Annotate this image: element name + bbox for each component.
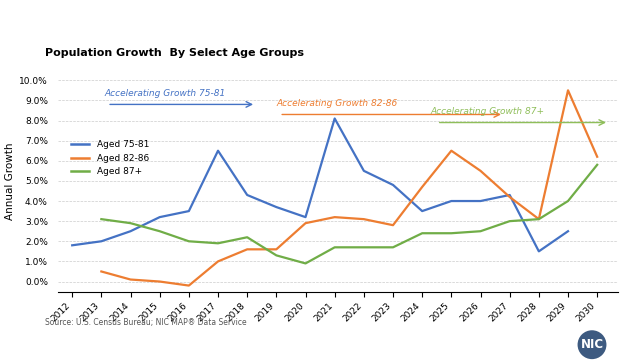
- Legend: Aged 75-81, Aged 82-86, Aged 87+: Aged 75-81, Aged 82-86, Aged 87+: [68, 137, 152, 180]
- Y-axis label: Annual Growth: Annual Growth: [5, 142, 15, 220]
- Text: Source: U.S. Census Bureau; NIC MAP® Data Service: Source: U.S. Census Bureau; NIC MAP® Dat…: [45, 318, 246, 327]
- Text: Accelerating Growth 75-81: Accelerating Growth 75-81: [104, 89, 225, 98]
- Text: NIC: NIC: [580, 338, 604, 351]
- Text: Today's Assisted Living Resident Is Between 82 and 86 Years Old: Today's Assisted Living Resident Is Betw…: [8, 20, 593, 35]
- Text: Accelerating Growth 82-86: Accelerating Growth 82-86: [276, 99, 397, 108]
- Text: 1: 1: [26, 340, 32, 350]
- Text: Population Growth  By Select Age Groups: Population Growth By Select Age Groups: [45, 48, 304, 58]
- Text: Accelerating Growth 87+: Accelerating Growth 87+: [431, 108, 545, 117]
- Text: ©2015 National Investment Center for Seniors Housing & Care (NIC): ©2015 National Investment Center for Sen…: [48, 340, 359, 349]
